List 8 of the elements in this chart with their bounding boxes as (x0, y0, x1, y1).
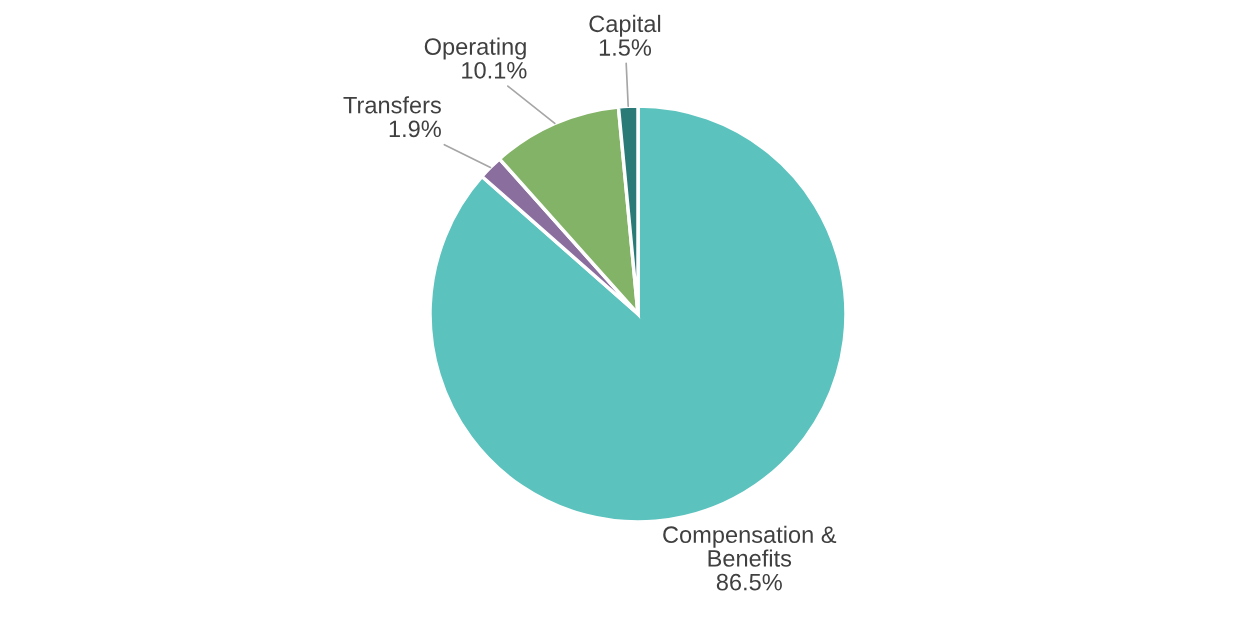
data-label: 10.1% (462, 61, 527, 79)
slice-label: Capital (589, 14, 661, 37)
slice-label: Transfers (343, 96, 441, 114)
slice-label: Operating (424, 37, 526, 60)
data-label: 1.9% (389, 120, 441, 138)
slice-label: Compensation & Benefits (663, 525, 837, 567)
data-label: 86.5% (716, 573, 782, 591)
data-label: 1.5% (599, 39, 652, 56)
